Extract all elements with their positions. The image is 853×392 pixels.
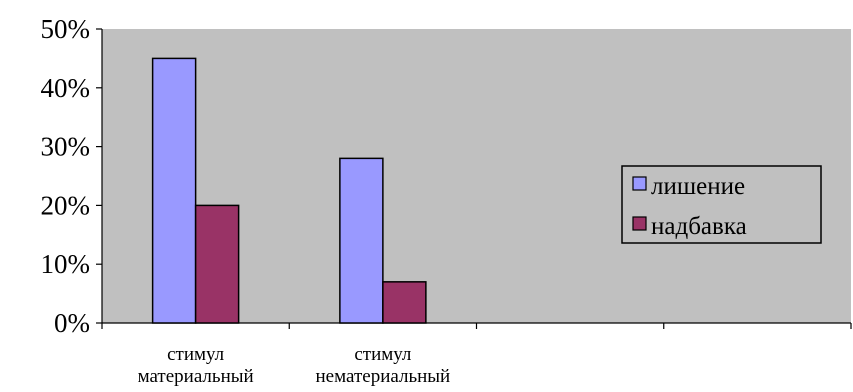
bar-nadbavka (382, 281, 427, 324)
x-category-label: стимул (167, 344, 225, 365)
y-tick-label: 40% (41, 73, 91, 103)
bar-lishenie (339, 157, 384, 324)
y-tick-label: 30% (41, 132, 91, 162)
x-category-label: стимул (354, 344, 412, 365)
y-tick-label: 0% (54, 308, 90, 338)
legend-label-nadbavka: надбавка (651, 213, 747, 240)
y-tick-label: 50% (41, 14, 91, 44)
bar-nadbavka (194, 204, 240, 324)
legend: лишение надбавка (621, 165, 822, 244)
bar-lishenie (151, 57, 197, 324)
legend-label-lishenie: лишение (651, 173, 745, 200)
y-tick-label: 20% (41, 190, 91, 220)
x-category-label: нематериальный (316, 366, 451, 387)
legend-swatch-nadbavka (632, 216, 647, 231)
x-category-label: материальный (138, 366, 254, 387)
y-tick-label: 10% (41, 249, 91, 279)
legend-box (621, 165, 822, 244)
bars (151, 57, 427, 324)
legend-swatch-lishenie (632, 176, 647, 191)
y-axis: 0% 10% 20% 30% 40% 50% (41, 14, 103, 338)
